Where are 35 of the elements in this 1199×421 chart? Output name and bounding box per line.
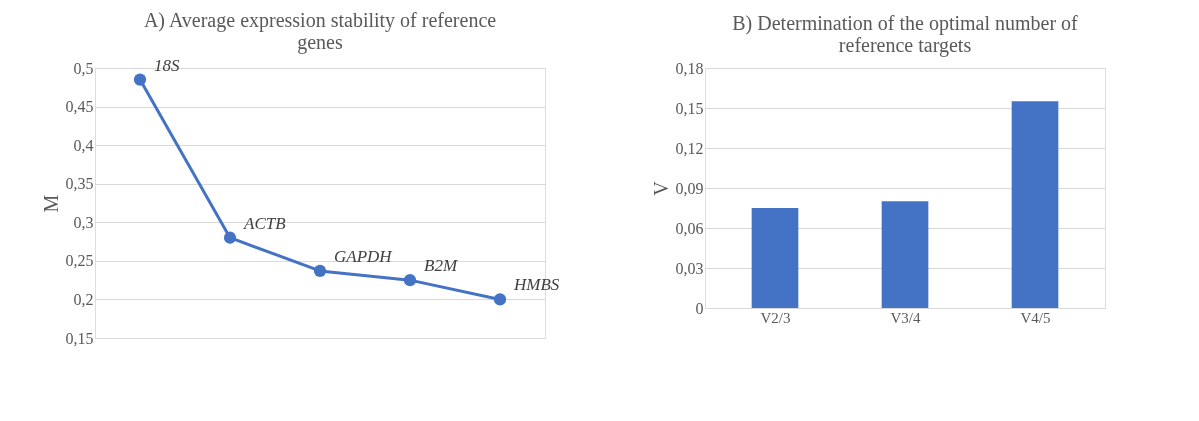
y-axis-title: M [39,194,62,213]
y-tick-label: 0,03 [675,259,704,277]
point [493,293,507,306]
annotation: GAPDH [334,246,394,266]
y-tick-label: 0,4 [73,136,94,154]
y-tick-label: 0 [695,299,704,317]
y-tick-label: 0,15 [675,99,704,117]
point [403,274,417,287]
y-tick-label: 0,5 [73,59,94,77]
y-axis-title: V [649,180,672,196]
annotation: 18S [154,55,180,75]
annotation: B2M [424,256,458,276]
y-tick-label: 0,09 [675,179,704,197]
x-tick-label: V4/5 [1020,309,1051,326]
y-tick-label: 0,35 [65,175,94,193]
x-tick-label: V3/4 [890,309,921,326]
x-tick-label: V2/3 [760,309,791,326]
y-tick-label: 0,3 [73,213,94,231]
point [313,264,327,277]
y-tick-label: 0,18 [675,59,704,77]
annotation: ACTB [243,213,287,233]
point [133,73,147,86]
point [223,231,237,244]
y-tick-label: 0,2 [73,290,94,308]
bar [1011,101,1059,308]
y-tick-label: 0,15 [65,329,94,347]
y-tick-label: 0,25 [65,252,94,270]
y-tick-label: 0,45 [65,98,94,116]
chart-title: B) Determination of the optimal number of reference targets [732,12,1079,57]
bar [881,201,929,308]
annotation: HMBS [513,275,560,295]
y-tick-label: 0,06 [675,219,704,237]
y-tick-label: 0,12 [675,139,704,157]
chart-title: A) Average expression stability of reference genes [143,8,497,54]
bar [751,208,799,308]
